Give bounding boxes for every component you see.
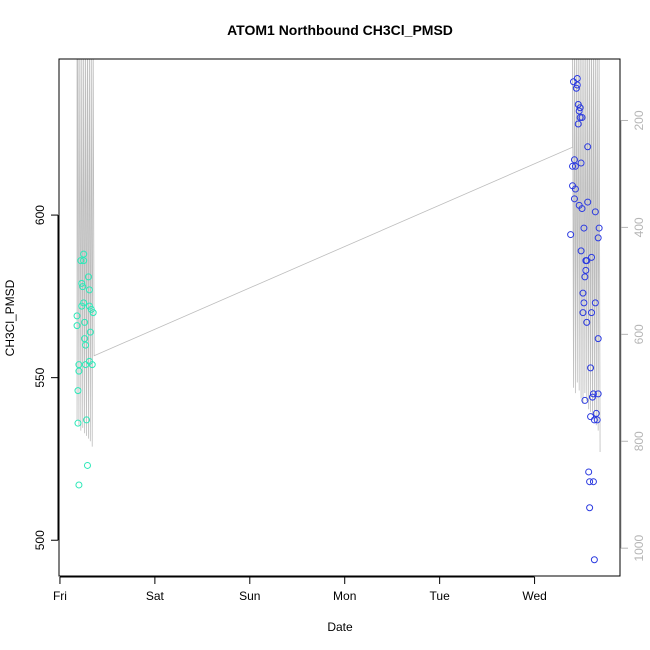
data-point <box>588 393 596 401</box>
data-point <box>80 250 88 258</box>
trace-layer <box>76 59 601 452</box>
y-axis-label: CH3Cl_PMSD <box>3 279 17 356</box>
data-point <box>578 114 586 122</box>
data-point <box>88 361 96 369</box>
data-point <box>573 75 581 83</box>
y2-tick-label: 200 <box>632 110 646 130</box>
data-point <box>595 224 603 232</box>
data-point <box>591 208 599 216</box>
x-tick-label: Tue <box>430 589 451 603</box>
data-point <box>580 299 588 307</box>
data-point <box>593 416 601 424</box>
data-point <box>587 364 595 372</box>
data-point <box>591 299 599 307</box>
data-point <box>82 341 90 349</box>
data-point <box>583 318 591 326</box>
chart-title: ATOM1 Northbound CH3Cl_PMSD <box>227 22 453 38</box>
y-tick-label: 550 <box>33 367 47 387</box>
x-tick-label: Sun <box>239 589 260 603</box>
data-point <box>584 198 592 206</box>
data-point <box>81 335 89 343</box>
data-point <box>83 461 91 469</box>
data-point <box>572 84 580 92</box>
data-point <box>569 162 577 170</box>
data-point <box>594 390 602 398</box>
y-tick-label: 500 <box>33 530 47 550</box>
y2-tick-label: 600 <box>632 324 646 344</box>
data-point <box>85 286 93 294</box>
y-tick-label: 600 <box>33 205 47 225</box>
data-point <box>82 361 90 369</box>
data-point <box>577 159 585 167</box>
data-point <box>586 504 594 512</box>
data-point <box>73 312 81 320</box>
data-point <box>579 289 587 297</box>
data-point <box>578 205 586 213</box>
data-point <box>78 279 86 287</box>
x-tick-label: Wed <box>522 589 546 603</box>
y2-tick-label: 800 <box>632 431 646 451</box>
data-point <box>580 224 588 232</box>
plot-frame <box>58 58 621 577</box>
data-point <box>590 416 598 424</box>
data-point <box>592 409 600 417</box>
data-point <box>581 273 589 281</box>
data-point <box>84 273 92 281</box>
data-point <box>86 328 94 336</box>
data-point <box>571 185 579 193</box>
data-point <box>81 318 89 326</box>
x-tick-label: Mon <box>333 589 356 603</box>
secondary-y-axis: 200 400 600 800 1000 <box>620 110 646 562</box>
data-point <box>581 396 589 404</box>
y2-tick-label: 1000 <box>632 535 646 562</box>
data-point <box>587 413 595 421</box>
data-point <box>590 556 598 564</box>
data-point <box>584 143 592 151</box>
data-point <box>75 367 83 375</box>
data-point <box>594 234 602 242</box>
data-point <box>74 419 82 427</box>
data-point <box>588 253 596 261</box>
data-point <box>575 107 583 115</box>
data-point <box>74 387 82 395</box>
y2-tick-label: 400 <box>632 217 646 237</box>
data-point <box>567 231 575 239</box>
data-point <box>586 478 594 486</box>
data-point <box>570 195 578 203</box>
trace-line <box>76 59 601 452</box>
data-point <box>589 478 597 486</box>
data-point <box>576 114 584 122</box>
x-axis-label: Date <box>327 620 353 634</box>
data-point <box>77 257 85 265</box>
x-axis: Fri Sat Sun Mon Tue Wed <box>53 576 547 603</box>
data-point <box>570 156 578 164</box>
data-point <box>73 322 81 330</box>
data-point <box>589 390 597 398</box>
data-point <box>75 481 83 489</box>
data-point <box>583 257 591 265</box>
data-point <box>582 266 590 274</box>
data-point <box>569 78 577 86</box>
x-tick-label: Sat <box>146 589 165 603</box>
y-axis: 500 550 600 <box>33 205 59 550</box>
data-point <box>571 162 579 170</box>
data-point <box>588 309 596 317</box>
data-point <box>89 309 97 317</box>
data-point <box>83 416 91 424</box>
data-point <box>576 104 584 112</box>
x-tick-label: Fri <box>53 589 67 603</box>
data-point <box>574 120 582 128</box>
data-point <box>80 299 88 307</box>
data-point <box>80 257 88 265</box>
data-point <box>585 468 593 476</box>
data-point <box>577 247 585 255</box>
points-layer <box>73 75 603 564</box>
data-point <box>594 335 602 343</box>
data-point <box>579 309 587 317</box>
data-point <box>79 283 87 291</box>
